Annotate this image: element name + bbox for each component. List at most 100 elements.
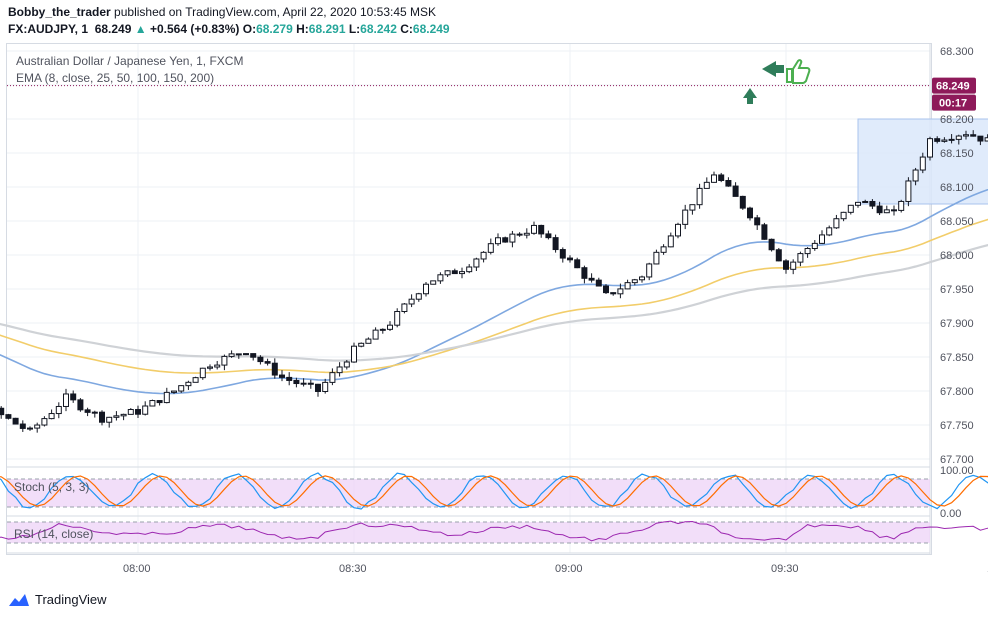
candle-body[interactable] bbox=[199, 367, 206, 379]
candle-body[interactable] bbox=[214, 364, 221, 368]
candle-body[interactable] bbox=[113, 415, 120, 418]
arrow-up-icon[interactable] bbox=[743, 88, 757, 104]
candle-body[interactable] bbox=[682, 209, 689, 225]
candle-body[interactable] bbox=[336, 366, 343, 374]
candle-body[interactable] bbox=[322, 381, 329, 392]
candle-body[interactable] bbox=[0, 407, 5, 416]
candle-body[interactable] bbox=[228, 353, 235, 357]
candle-body[interactable] bbox=[790, 261, 797, 270]
candle-body[interactable] bbox=[754, 217, 761, 226]
candle-body[interactable] bbox=[401, 303, 408, 313]
candle-body[interactable] bbox=[963, 134, 969, 137]
candle-body[interactable] bbox=[617, 288, 624, 295]
candle-body[interactable] bbox=[149, 400, 156, 407]
candle-body[interactable] bbox=[315, 383, 321, 392]
ema-legend[interactable]: EMA (8, close, 25, 50, 100, 150, 200) bbox=[16, 71, 215, 85]
candle-body[interactable] bbox=[660, 246, 667, 253]
candle-body[interactable] bbox=[509, 233, 516, 243]
candle-body[interactable] bbox=[523, 232, 530, 236]
candle-body[interactable] bbox=[819, 234, 825, 244]
candle-body[interactable] bbox=[869, 200, 876, 207]
candle-body[interactable] bbox=[862, 200, 869, 203]
candle-body[interactable] bbox=[192, 377, 199, 383]
candle-body[interactable] bbox=[286, 376, 293, 381]
candle-body[interactable] bbox=[768, 238, 775, 251]
candle-body[interactable] bbox=[919, 156, 926, 171]
candle-body[interactable] bbox=[70, 393, 77, 401]
chart-frame[interactable] bbox=[6, 43, 932, 555]
candle-body[interactable] bbox=[437, 274, 444, 282]
candle-body[interactable] bbox=[531, 224, 537, 234]
candle-body[interactable] bbox=[91, 411, 98, 414]
candle-body[interactable] bbox=[372, 329, 379, 340]
candle-body[interactable] bbox=[329, 372, 336, 383]
candle-body[interactable] bbox=[235, 353, 242, 356]
candle-body[interactable] bbox=[502, 237, 509, 243]
candle-body[interactable] bbox=[631, 279, 638, 284]
candle-body[interactable] bbox=[826, 227, 833, 236]
candle-body[interactable] bbox=[365, 338, 372, 344]
candle-body[interactable] bbox=[120, 413, 127, 417]
candle-body[interactable] bbox=[833, 218, 840, 229]
candle-body[interactable] bbox=[732, 185, 739, 197]
candle-body[interactable] bbox=[840, 211, 847, 220]
candle-body[interactable] bbox=[84, 409, 91, 413]
candle-body[interactable] bbox=[293, 379, 300, 385]
candle-body[interactable] bbox=[27, 427, 33, 430]
candle-body[interactable] bbox=[135, 409, 141, 415]
candle-body[interactable] bbox=[271, 362, 278, 376]
author-name[interactable]: Bobby_the_trader bbox=[8, 5, 111, 19]
candle-body[interactable] bbox=[178, 385, 185, 392]
candle-body[interactable] bbox=[495, 237, 501, 245]
candle-body[interactable] bbox=[387, 324, 393, 330]
candle-body[interactable] bbox=[473, 258, 480, 268]
candle-body[interactable] bbox=[257, 356, 264, 363]
candle-body[interactable] bbox=[423, 283, 429, 295]
candle-body[interactable] bbox=[588, 277, 595, 281]
candle-body[interactable] bbox=[34, 424, 41, 429]
candle-body[interactable] bbox=[459, 271, 465, 275]
candle-body[interactable] bbox=[358, 342, 365, 347]
candle-body[interactable] bbox=[48, 413, 55, 420]
candle-body[interactable] bbox=[516, 233, 523, 236]
candle-body[interactable] bbox=[106, 416, 113, 423]
candle-body[interactable] bbox=[77, 399, 84, 411]
candle-body[interactable] bbox=[876, 205, 883, 214]
candle-body[interactable] bbox=[559, 249, 566, 259]
candle-body[interactable] bbox=[927, 138, 933, 158]
candle-body[interactable] bbox=[394, 311, 401, 326]
candle-body[interactable] bbox=[574, 259, 581, 269]
candle-body[interactable] bbox=[185, 381, 192, 387]
candle-body[interactable] bbox=[624, 282, 631, 290]
candle-body[interactable] bbox=[12, 417, 19, 425]
candle-body[interactable] bbox=[703, 181, 710, 189]
candle-body[interactable] bbox=[747, 207, 753, 219]
candle-body[interactable] bbox=[667, 235, 674, 248]
candle-body[interactable] bbox=[19, 423, 26, 429]
candle-body[interactable] bbox=[41, 418, 48, 426]
candle-body[interactable] bbox=[811, 242, 818, 249]
candle-body[interactable] bbox=[487, 243, 494, 253]
candle-body[interactable] bbox=[408, 298, 415, 305]
candle-body[interactable] bbox=[567, 257, 573, 261]
candle-body[interactable] bbox=[343, 361, 350, 368]
candle-body[interactable] bbox=[941, 139, 948, 142]
candle-body[interactable] bbox=[156, 400, 163, 404]
candle-body[interactable] bbox=[718, 174, 725, 181]
candle-body[interactable] bbox=[351, 345, 357, 363]
candle-body[interactable] bbox=[739, 195, 746, 209]
stoch-legend[interactable]: Stoch (5, 3, 3) bbox=[14, 480, 90, 494]
candle-body[interactable] bbox=[977, 135, 984, 142]
candle-body[interactable] bbox=[797, 253, 804, 263]
candle-body[interactable] bbox=[279, 374, 285, 378]
candle-body[interactable] bbox=[639, 276, 645, 281]
candle-body[interactable] bbox=[545, 233, 552, 239]
candle-body[interactable] bbox=[689, 204, 696, 211]
tradingview-logo-icon[interactable] bbox=[8, 593, 30, 607]
candle-body[interactable] bbox=[912, 169, 919, 182]
candle-body[interactable] bbox=[5, 414, 12, 419]
candle-body[interactable] bbox=[711, 174, 717, 183]
candle-body[interactable] bbox=[207, 366, 213, 369]
candle-body[interactable] bbox=[883, 209, 890, 214]
